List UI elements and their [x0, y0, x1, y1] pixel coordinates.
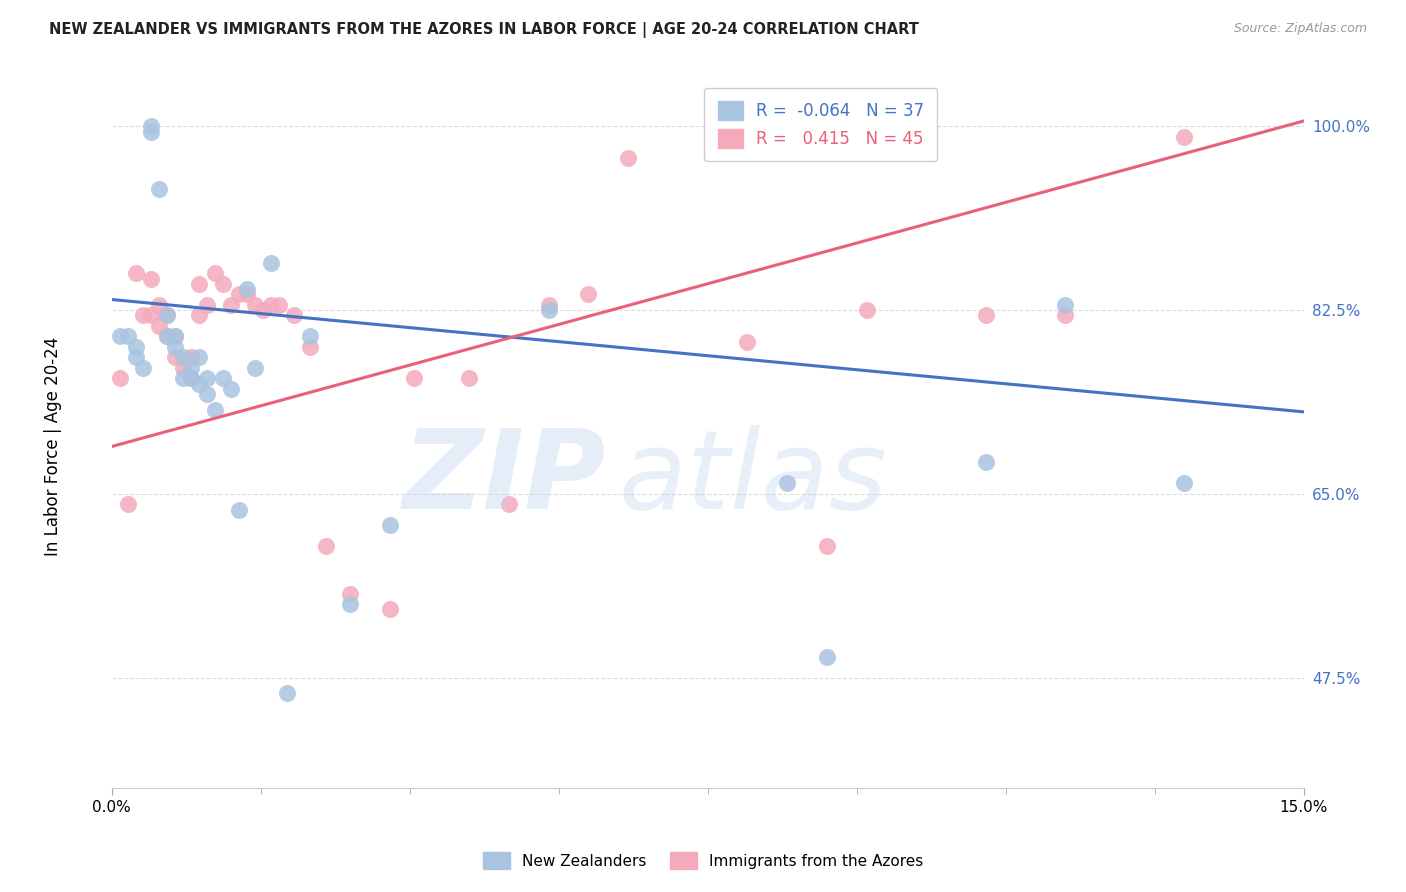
Point — [378, 518, 401, 533]
Text: NEW ZEALANDER VS IMMIGRANTS FROM THE AZORES IN LABOR FORCE | AGE 20-24 CORRELATI: NEW ZEALANDER VS IMMIGRANTS FROM THE AZO… — [49, 22, 920, 38]
Point — [1054, 298, 1077, 312]
Point — [267, 298, 290, 312]
Point — [195, 371, 218, 385]
Point — [252, 303, 274, 318]
Point — [204, 266, 226, 280]
Point — [855, 303, 877, 318]
Point — [180, 351, 202, 365]
Point — [212, 277, 235, 291]
Point — [737, 334, 759, 349]
Point — [117, 329, 139, 343]
Point — [339, 597, 361, 611]
Point — [156, 308, 179, 322]
Point — [117, 497, 139, 511]
Point — [815, 539, 838, 553]
Point — [108, 329, 131, 343]
Point — [1173, 129, 1195, 144]
Point — [156, 329, 179, 343]
Point — [617, 151, 640, 165]
Text: atlas: atlas — [619, 425, 887, 532]
Text: ZIP: ZIP — [404, 425, 606, 532]
Text: Source: ZipAtlas.com: Source: ZipAtlas.com — [1233, 22, 1367, 36]
Point — [188, 376, 211, 391]
Point — [378, 602, 401, 616]
Point — [180, 360, 202, 375]
Point — [219, 382, 242, 396]
Point — [165, 329, 187, 343]
Point — [108, 371, 131, 385]
Point — [172, 360, 194, 375]
Point — [815, 649, 838, 664]
Point — [243, 360, 266, 375]
Point — [259, 298, 281, 312]
Point — [339, 586, 361, 600]
Point — [172, 351, 194, 365]
Point — [180, 371, 202, 385]
Point — [180, 371, 202, 385]
Point — [132, 308, 155, 322]
Point — [236, 282, 259, 296]
Point — [141, 271, 163, 285]
Point — [315, 539, 337, 553]
Point — [402, 371, 425, 385]
Point — [165, 351, 187, 365]
Point — [124, 351, 146, 365]
Point — [195, 387, 218, 401]
Point — [204, 402, 226, 417]
Point — [188, 277, 211, 291]
Point — [156, 329, 179, 343]
Point — [132, 360, 155, 375]
Text: In Labor Force | Age 20-24: In Labor Force | Age 20-24 — [45, 336, 62, 556]
Point — [124, 340, 146, 354]
Point — [537, 303, 560, 318]
Point — [156, 308, 179, 322]
Point — [1173, 476, 1195, 491]
Point — [283, 308, 305, 322]
Point — [165, 340, 187, 354]
Point — [259, 256, 281, 270]
Point — [243, 298, 266, 312]
Point — [276, 686, 298, 700]
Point — [148, 318, 170, 333]
Point — [299, 340, 322, 354]
Point — [1054, 308, 1077, 322]
Point — [458, 371, 481, 385]
Legend: R =  -0.064   N = 37, R =   0.415   N = 45: R = -0.064 N = 37, R = 0.415 N = 45 — [704, 87, 938, 161]
Point — [188, 308, 211, 322]
Point — [219, 298, 242, 312]
Point — [228, 287, 250, 301]
Point — [141, 308, 163, 322]
Point — [974, 308, 997, 322]
Point — [896, 120, 918, 134]
Point — [974, 455, 997, 469]
Point — [578, 287, 600, 301]
Legend: New Zealanders, Immigrants from the Azores: New Zealanders, Immigrants from the Azor… — [477, 846, 929, 875]
Point — [148, 182, 170, 196]
Point — [141, 120, 163, 134]
Point — [299, 329, 322, 343]
Point — [148, 298, 170, 312]
Point — [212, 371, 235, 385]
Point — [188, 351, 211, 365]
Point — [165, 329, 187, 343]
Point — [498, 497, 520, 511]
Point — [172, 371, 194, 385]
Point — [141, 124, 163, 138]
Point — [124, 266, 146, 280]
Point — [228, 502, 250, 516]
Point — [195, 298, 218, 312]
Point — [236, 287, 259, 301]
Point — [537, 298, 560, 312]
Point — [776, 476, 799, 491]
